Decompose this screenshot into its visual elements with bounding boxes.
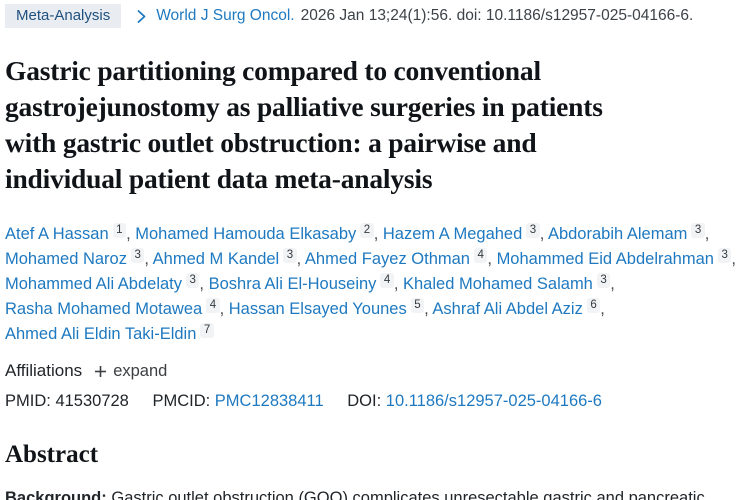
author-separator: , <box>487 250 497 268</box>
pmcid-group: PMCID: PMC12838411 <box>152 392 323 410</box>
abstract-heading: Abstract <box>5 441 99 468</box>
author-link[interactable]: Mohamed Naroz <box>5 250 127 268</box>
author-separator: , <box>424 300 433 318</box>
author-separator: , <box>144 250 153 268</box>
article-title-line: Gastric partitioning compared to convent… <box>5 55 541 86</box>
author-separator: , <box>126 225 136 243</box>
author-item: Hazem A Megahed 3 <box>382 223 540 243</box>
author-affiliation-sup[interactable]: 6 <box>586 298 601 313</box>
doi-label: DOI: <box>347 392 382 410</box>
author-separator: , <box>373 225 383 243</box>
author-item: Ashraf Ali Abdel Aziz 6 <box>432 298 601 318</box>
pmid-value: 41530728 <box>55 392 129 410</box>
author-separator: , <box>199 275 209 293</box>
author-item: Mohamed Naroz 3 <box>5 248 145 268</box>
author-separator: , <box>600 300 605 318</box>
abstract-background-paragraph: Background: Gastric outlet obstruction (… <box>5 486 738 500</box>
author-link[interactable]: Ashraf Ali Abdel Aziz <box>432 300 583 318</box>
author-item: Ahmed Ali Eldin Taki-Eldin 7 <box>5 323 214 343</box>
author-affiliation-sup[interactable]: 3 <box>526 223 540 238</box>
author-item: Hassan Elsayed Younes 5 <box>228 298 425 318</box>
author-link[interactable]: Boshra Ali El-Houseiny <box>208 275 377 293</box>
author-item: Atef A Hassan 1 <box>5 223 127 243</box>
author-affiliation-sup[interactable]: 3 <box>130 248 145 263</box>
expand-label: expand <box>113 361 168 380</box>
author-item: Boshra Ali El-Houseiny 4 <box>208 273 394 293</box>
author-item: Rasha Mohamed Motawea 4 <box>5 298 220 318</box>
background-text: Gastric outlet obstruction (GOO) complic… <box>111 489 705 500</box>
author-link[interactable]: Mohammed Ali Abdelaty <box>5 275 183 293</box>
author-link[interactable]: Abdorabih Alemam <box>547 225 688 243</box>
author-affiliation-sup[interactable]: 3 <box>186 273 200 288</box>
author-item: Mohammed Eid Abdelrahman 3 <box>496 248 732 268</box>
publication-type-badge: Meta-Analysis <box>5 4 122 28</box>
author-affiliation-sup[interactable]: 7 <box>200 323 214 338</box>
author-affiliation-sup[interactable]: 3 <box>717 248 732 263</box>
author-link[interactable]: Ahmed Fayez Othman <box>304 250 470 268</box>
doi-link[interactable]: 10.1186/s12957-025-04166-6 <box>385 392 602 410</box>
author-item: Mohamed Hamouda Elkasaby 2 <box>135 223 374 243</box>
citation-details: 2026 Jan 13;24(1):56. doi: 10.1186/s1295… <box>300 7 694 24</box>
affiliations-label: Affiliations <box>5 361 83 380</box>
author-separator: , <box>539 225 548 243</box>
author-link[interactable]: Hazem A Megahed <box>382 225 523 243</box>
author-separator: , <box>704 225 710 243</box>
background-label: Background: <box>5 489 107 500</box>
author-separator: , <box>393 275 403 293</box>
expand-affiliations-button[interactable]: expand <box>94 362 167 381</box>
author-link[interactable]: Khaled Mohamed Salamh <box>403 275 593 293</box>
author-link[interactable]: Ahmed Ali Eldin Taki-Eldin <box>5 325 197 343</box>
author-item: Ahmed M Kandel 3 <box>152 248 297 268</box>
author-separator: , <box>219 300 229 318</box>
pmid-group: PMID: 41530728 <box>5 392 129 410</box>
author-separator: , <box>296 250 305 268</box>
pmcid-label: PMCID: <box>152 392 211 410</box>
identifier-row: PMID: 41530728 PMCID: PMC12838411 DOI: 1… <box>5 392 750 411</box>
author-item: Mohammed Ali Abdelaty 3 <box>5 273 200 293</box>
author-link[interactable]: Rasha Mohamed Motawea <box>5 300 203 318</box>
citation-bar: Meta-Analysis World J Surg Oncol. 2026 J… <box>5 4 750 28</box>
author-affiliation-sup[interactable]: 4 <box>380 273 394 288</box>
author-list: Atef A Hassan 1, Mohamed Hamouda Elkasaby… <box>5 222 738 347</box>
author-link[interactable]: Atef A Hassan <box>5 225 109 243</box>
author-item: Ahmed Fayez Othman 4 <box>304 248 488 268</box>
article-title-line: gastrojejunostomy as palliative surgerie… <box>5 91 603 122</box>
author-affiliation-sup[interactable]: 3 <box>596 273 611 288</box>
author-affiliation-sup[interactable]: 3 <box>283 248 297 263</box>
pmid-label: PMID: <box>5 392 51 410</box>
author-affiliation-sup[interactable]: 4 <box>473 248 488 263</box>
author-affiliation-sup[interactable]: 4 <box>206 298 220 313</box>
chevron-right-icon <box>136 9 147 24</box>
affiliations-row: Affiliations expand <box>5 361 750 381</box>
author-affiliation-sup[interactable]: 5 <box>410 298 425 313</box>
author-link[interactable]: Mohamed Hamouda Elkasaby <box>135 225 357 243</box>
author-separator: , <box>731 250 736 268</box>
author-item: Abdorabih Alemam 3 <box>547 223 705 243</box>
article-title: Gastric partitioning compared to convent… <box>5 53 738 197</box>
author-affiliation-sup[interactable]: 3 <box>691 223 705 238</box>
pmcid-link[interactable]: PMC12838411 <box>214 392 324 410</box>
author-link[interactable]: Ahmed M Kandel <box>152 250 280 268</box>
author-separator: , <box>610 275 615 293</box>
journal-link[interactable]: World J Surg Oncol. <box>156 7 295 24</box>
article-title-line: with gastric outlet obstruction: a pairw… <box>5 127 537 158</box>
author-link[interactable]: Mohammed Eid Abdelrahman <box>496 250 714 268</box>
author-affiliation-sup[interactable]: 1 <box>112 223 127 238</box>
article-title-line: individual patient data meta-analysis <box>5 163 433 194</box>
doi-group: DOI: 10.1186/s12957-025-04166-6 <box>347 392 602 410</box>
plus-icon <box>94 365 107 378</box>
author-link[interactable]: Hassan Elsayed Younes <box>228 300 407 318</box>
author-item: Khaled Mohamed Salamh 3 <box>403 273 611 293</box>
author-affiliation-sup[interactable]: 2 <box>360 223 374 238</box>
